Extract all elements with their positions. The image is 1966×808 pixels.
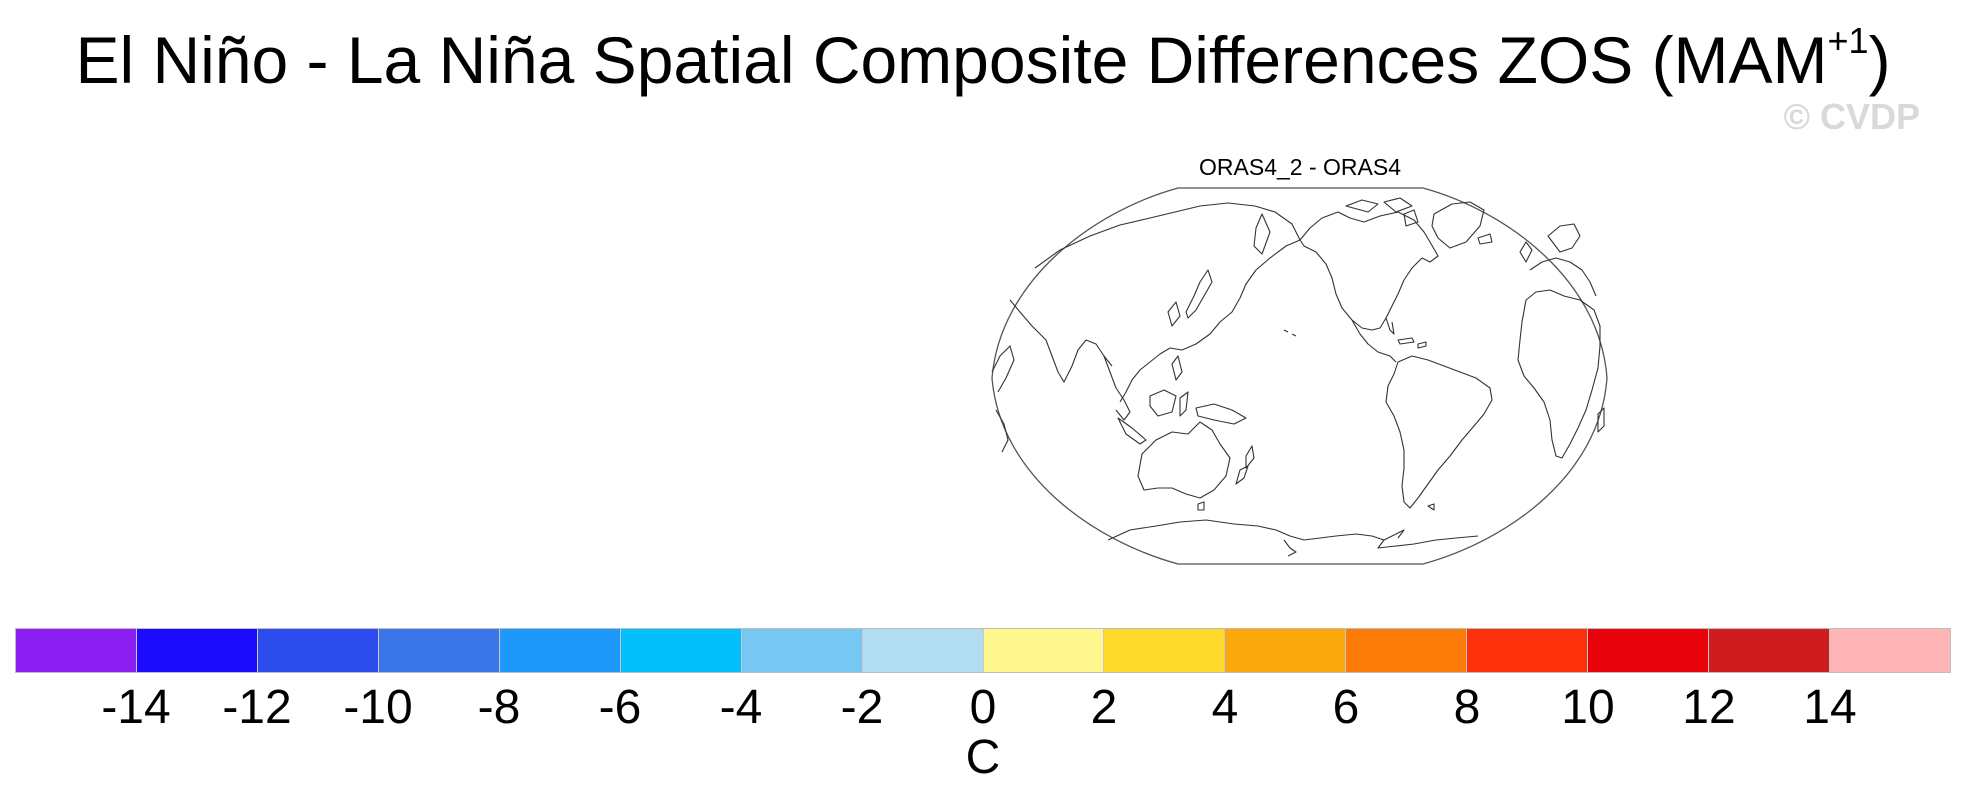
- colorbar-tick-label: -6: [598, 681, 642, 734]
- colorbar-box: [1467, 629, 1589, 672]
- colorbar-tick-label: 2: [1090, 681, 1118, 734]
- colorbar-box: [16, 629, 137, 672]
- colorbar-box: [620, 629, 742, 672]
- colorbar-tick-label: -14: [101, 681, 171, 734]
- colorbar-box: [1225, 629, 1347, 672]
- watermark: © CVDP: [1783, 96, 1920, 137]
- colorbar-box: [378, 629, 500, 672]
- colorbar-box: [257, 629, 379, 672]
- colorbar: [15, 628, 1951, 673]
- colorbar-unit-label: C: [965, 731, 1001, 784]
- colorbar-tick-label: -2: [840, 681, 884, 734]
- title-superscript: +1: [1827, 20, 1869, 61]
- colorbar-tick-label: -4: [719, 681, 763, 734]
- colorbar-tick-label: 6: [1332, 681, 1360, 734]
- colorbar-tick-label: 12: [1682, 681, 1736, 734]
- colorbar-box: [136, 629, 258, 672]
- colorbar-tick-label: -12: [222, 681, 292, 734]
- colorbar-box: [1104, 629, 1226, 672]
- title-main: El Niño - La Niña Spatial Composite Diff…: [75, 23, 1828, 97]
- title-close: ): [1868, 23, 1891, 97]
- panel-title: ORAS4_2 - ORAS4: [1199, 154, 1401, 180]
- colorbar-box: [1588, 629, 1710, 672]
- colorbar-box: [741, 629, 863, 672]
- colorbar-tick-label: -8: [477, 681, 521, 734]
- colorbar-tick-label: 8: [1453, 681, 1481, 734]
- colorbar-box: [499, 629, 621, 672]
- colorbar-tick-label: 10: [1561, 681, 1615, 734]
- colorbar-box: [862, 629, 984, 672]
- colorbar-box: [1709, 629, 1831, 672]
- colorbar-tick-label: -10: [343, 681, 413, 734]
- colorbar-box: [1830, 629, 1950, 672]
- colorbar-tick-label: 4: [1211, 681, 1239, 734]
- page-title: El Niño - La Niña Spatial Composite Diff…: [0, 22, 1966, 98]
- coastlines: [991, 197, 1605, 557]
- colorbar-box: [983, 629, 1105, 672]
- colorbar-box: [1346, 629, 1468, 672]
- colorbar-tick-label: 0: [969, 681, 997, 734]
- colorbar-tick-labels: -14 -12 -10 -8 -6 -4 -2 0 2 4 6 8 10 12 14: [0, 680, 1966, 740]
- map-outline: [991, 187, 1608, 565]
- colorbar-tick-label: 14: [1803, 681, 1857, 734]
